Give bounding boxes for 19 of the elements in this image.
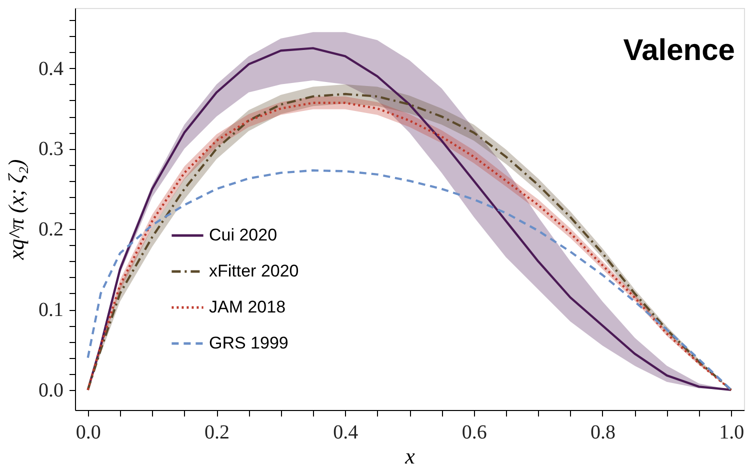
legend-label: xFitter 2020 <box>209 262 299 280</box>
y-tick-label: 0.4 <box>38 58 64 80</box>
y-tick-label: 0.1 <box>38 299 64 321</box>
line-series <box>86 169 732 391</box>
x-tick-label: 0.8 <box>590 422 616 444</box>
legend-label: GRS 1999 <box>209 334 288 352</box>
annotation: Valence <box>623 34 735 67</box>
x-axis-title: x <box>404 444 416 468</box>
x-tick-label: 1.0 <box>719 422 744 444</box>
y-tick-label: 0.0 <box>38 379 64 402</box>
x-tick-label: 0.2 <box>204 422 230 444</box>
x-tick-label: 0.6 <box>462 422 487 444</box>
y-tick-label: 0.3 <box>38 138 64 160</box>
x-tick-label: 0.4 <box>333 422 358 444</box>
x-tick-label: 0.0 <box>76 422 101 444</box>
y-axis-title: xq^π (x; ζ₂) <box>4 159 28 261</box>
y-tick-label: 0.2 <box>38 218 64 241</box>
legend-label: JAM 2018 <box>209 298 286 316</box>
legend-label: Cui 2020 <box>209 226 278 244</box>
